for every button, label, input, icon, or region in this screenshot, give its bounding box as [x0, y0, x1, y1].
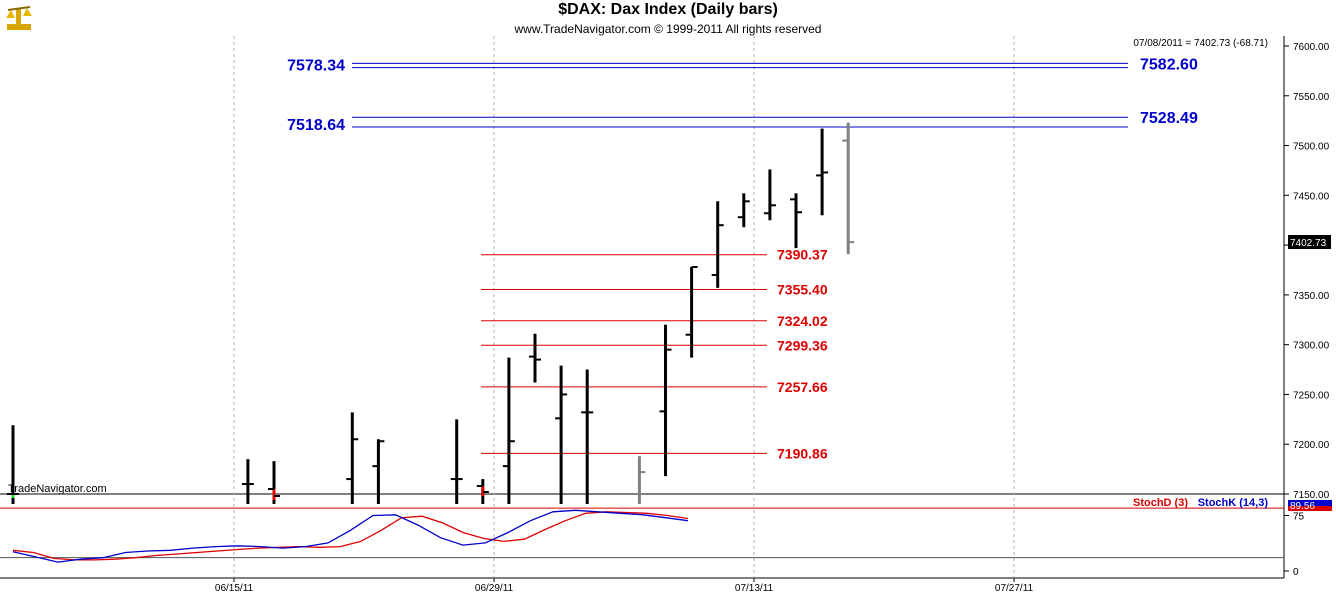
y-tick-label: 7200.00 [1293, 440, 1330, 451]
price-axis: 7150.007200.007250.007300.007350.007400.… [1284, 42, 1330, 501]
last-quote: 07/08/2011 = 7402.73 (-68.71) [1133, 38, 1268, 49]
date-axis: 06/15/11 06/29/11 07/13/11 07/27/11 [215, 578, 1034, 594]
red-level-label: 7390.37 [777, 247, 828, 263]
ohlc-bar [502, 357, 515, 504]
ohlc-bar [450, 419, 463, 504]
ohlc-bar [633, 456, 646, 504]
y-tick-label: 7600.00 [1293, 42, 1330, 53]
y-tick-label: 7450.00 [1293, 191, 1330, 202]
stochk-legend: StochK (14,3) [1198, 497, 1269, 509]
horizontal-levels: 7578.34 7582.60 7518.64 7528.49 7390.37 7355.… [287, 56, 1198, 461]
stoch-value-tag: 89.56 [1290, 501, 1315, 512]
trade-navigator-logo-icon [6, 6, 32, 30]
stoch-y-tick-label: 0 [1293, 567, 1299, 578]
ohlc-bar [555, 365, 568, 504]
ohlc-bars [7, 122, 855, 504]
ohlc-bar [7, 425, 19, 504]
ohlc-bar [346, 412, 359, 504]
ohlc-bar [737, 193, 750, 228]
y-tick-label: 7250.00 [1293, 390, 1330, 401]
ohlc-bar [763, 169, 776, 221]
ohlc-bar [842, 122, 855, 255]
blue-level-label: 7578.34 [287, 58, 345, 75]
x-tick-label: 06/29/11 [475, 583, 514, 594]
y-tick-label: 7500.00 [1293, 142, 1330, 153]
red-level-label: 7257.66 [777, 379, 828, 395]
stochk-line [12, 509, 689, 563]
x-tick-label: 07/13/11 [735, 583, 774, 594]
ohlc-bar [659, 324, 672, 477]
y-tick-label: 7350.00 [1293, 291, 1330, 302]
x-tick-label: 06/15/11 [215, 583, 254, 594]
stochastic-panel: 75 0 [0, 507, 1305, 578]
x-tick-label: 07/27/11 [995, 583, 1034, 594]
y-tick-label: 7300.00 [1293, 341, 1330, 352]
y-tick-label: 7550.00 [1293, 92, 1330, 103]
y-tick-label: 7150.00 [1293, 490, 1330, 501]
last-price-tag-bg [1288, 235, 1331, 249]
blue-level-label: 7518.64 [287, 117, 345, 134]
red-level-label: 7324.02 [777, 313, 828, 329]
ohlc-bar [816, 128, 829, 216]
blue-level-label: 7582.60 [1140, 56, 1198, 73]
blue-level-label: 7528.49 [1140, 110, 1198, 127]
red-level-label: 7299.36 [777, 337, 828, 353]
red-level-label: 7355.40 [777, 282, 828, 298]
watermark: TradeNavigator.com [8, 483, 107, 495]
vertical-gridlines [233, 36, 1015, 578]
stochd-line [12, 511, 689, 561]
ohlc-bar [790, 193, 802, 249]
stochd-legend: StochD (3) [1133, 497, 1188, 509]
last-price-tag: 7402.73 [1290, 238, 1327, 249]
ohlc-bar [476, 479, 489, 504]
stoch-y-tick-label: 75 [1293, 512, 1305, 523]
stoch-value-tag-band [1288, 506, 1332, 511]
chart-subtitle: www.TradeNavigator.com © 1999-2011 All r… [514, 22, 822, 36]
chart-title: $DAX: Dax Index (Daily bars) [558, 1, 778, 18]
ohlc-bar [685, 266, 698, 358]
ohlc-bar [529, 333, 541, 383]
ohlc-bar [372, 439, 385, 504]
stoch-value-tag-bg [1288, 500, 1332, 511]
red-level-label: 7190.86 [777, 445, 828, 461]
ohlc-bar [241, 459, 254, 504]
ohlc-bar [268, 461, 280, 504]
ohlc-bar [711, 201, 724, 288]
ohlc-bar [581, 369, 594, 504]
